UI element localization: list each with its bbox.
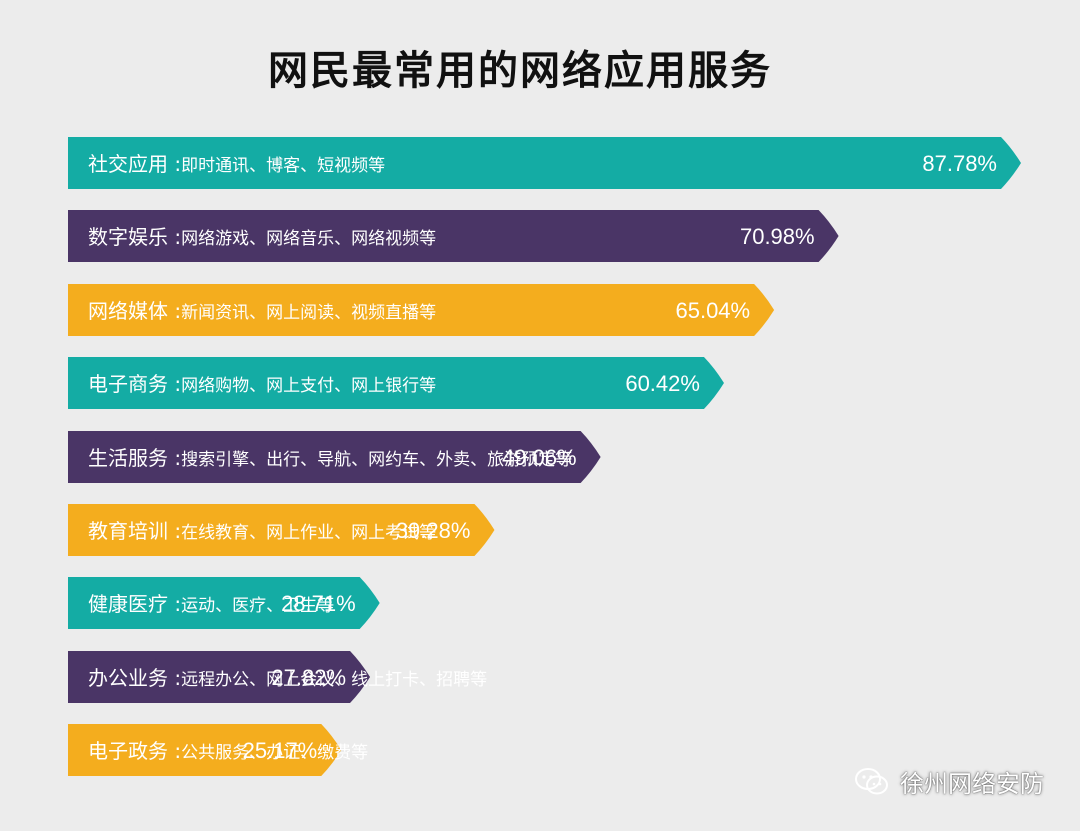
bar-label: 电子商务 :网络购物、网上支付、网上银行等 xyxy=(88,357,436,409)
category-label: 教育培训 xyxy=(88,519,168,543)
bar-label: 数字娱乐 :网络游戏、网络音乐、网络视频等 xyxy=(88,210,436,262)
bar-4: 电子商务 :网络购物、网上支付、网上银行等 60.42% xyxy=(68,357,724,410)
value-label: 60.42% xyxy=(625,371,700,397)
description-label: 即时通讯、博客、短视频等 xyxy=(181,156,386,176)
separator: : xyxy=(168,592,182,617)
category-label: 数字娱乐 xyxy=(88,225,168,250)
value-label: 65.04% xyxy=(675,297,751,323)
description-label: 搜索引擎、出行、导航、网约车、外卖、旅游预定等 xyxy=(181,449,573,470)
separator: : xyxy=(168,372,182,397)
value-label: 39.28% xyxy=(395,518,471,543)
bar-label: 生活服务 :搜索引擎、出行、导航、网约车、外卖、旅游预定等 xyxy=(88,431,572,483)
separator: : xyxy=(168,739,182,764)
value-label: 28.71% xyxy=(281,591,356,617)
value-label: 25.17% xyxy=(242,738,318,764)
watermark: 徐州网络安防 xyxy=(854,764,1044,799)
bar-6: 教育培训 :在线教育、网上作业、网上考试等 39.28% xyxy=(68,504,495,556)
bar-label: 教育培训 :在线教育、网上作业、网上考试等 xyxy=(88,504,436,556)
bar-5: 生活服务 :搜索引擎、出行、导航、网约车、外卖、旅游预定等 49.06% xyxy=(68,430,601,483)
category-label: 办公业务 xyxy=(88,665,168,690)
bar-shape xyxy=(68,650,371,703)
description-label: 网络购物、网上支付、网上银行等 xyxy=(181,376,437,397)
bar-shape xyxy=(68,577,380,630)
bar-label: 网络媒体 :新闻资讯、网上阅读、视频直播等 xyxy=(88,284,436,336)
category-label: 网络媒体 xyxy=(88,298,168,323)
value-label: 70.98% xyxy=(739,224,815,250)
bar-shape xyxy=(68,504,495,556)
bar-9: 电子政务 :公共服务、办证、缴费等 25.17% xyxy=(68,724,368,777)
description-label: 远程办公、网上会议、线上打卡、招聘等 xyxy=(181,669,488,690)
description-label: 新闻资讯、网上阅读、视频直播等 xyxy=(181,302,437,323)
bar-shape xyxy=(68,210,839,263)
bar-7: 健康医疗 :运动、医疗、卫生等 28.71% xyxy=(68,577,380,630)
description-label: 在线教育、网上作业、网上考试等 xyxy=(181,523,437,543)
chart-title: 网民最常用的网络应用服务 xyxy=(268,48,772,94)
bar-1: 社交应用 :即时通讯、博客、短视频等 87.78% xyxy=(68,137,1021,189)
description-label: 公共服务、办证、缴费等 xyxy=(181,743,369,764)
separator: : xyxy=(168,298,182,323)
category-label: 健康医疗 xyxy=(88,592,168,617)
category-label: 生活服务 xyxy=(88,445,168,470)
bar-shape xyxy=(68,283,775,336)
bar-label: 电子政务 :公共服务、办证、缴费等 xyxy=(88,724,368,776)
description-label: 运动、医疗、卫生等 xyxy=(181,596,335,617)
value-label: 87.78% xyxy=(922,151,997,176)
category-label: 社交应用 xyxy=(88,152,168,176)
separator: : xyxy=(168,225,182,250)
separator: : xyxy=(168,445,182,470)
bar-label: 社交应用 :即时通讯、博客、短视频等 xyxy=(88,137,385,189)
bar-shape xyxy=(68,137,1021,189)
bar-shape xyxy=(68,357,724,410)
bar-shape xyxy=(68,430,601,483)
separator: : xyxy=(168,152,182,176)
bar-label: 办公业务 :远程办公、网上会议、线上打卡、招聘等 xyxy=(88,651,487,703)
watermark-text: 徐州网络安防 xyxy=(900,770,1044,798)
separator: : xyxy=(168,519,182,543)
separator: : xyxy=(168,665,182,690)
bar-label: 健康医疗 :运动、医疗、卫生等 xyxy=(88,577,334,629)
description-label: 网络游戏、网络音乐、网络视频等 xyxy=(181,229,437,250)
bar-shape xyxy=(68,724,342,777)
value-label: 49.06% xyxy=(502,444,577,470)
bar-2: 数字娱乐 :网络游戏、网络音乐、网络视频等 70.98% xyxy=(68,210,839,263)
bar-8: 办公业务 :远程办公、网上会议、线上打卡、招聘等 27.82% xyxy=(68,650,487,703)
wechat-icon xyxy=(855,767,888,794)
category-label: 电子商务 xyxy=(88,372,168,397)
bar-3: 网络媒体 :新闻资讯、网上阅读、视频直播等 65.04% xyxy=(68,283,775,336)
value-label: 27.82% xyxy=(271,664,347,690)
category-label: 电子政务 xyxy=(88,739,168,764)
